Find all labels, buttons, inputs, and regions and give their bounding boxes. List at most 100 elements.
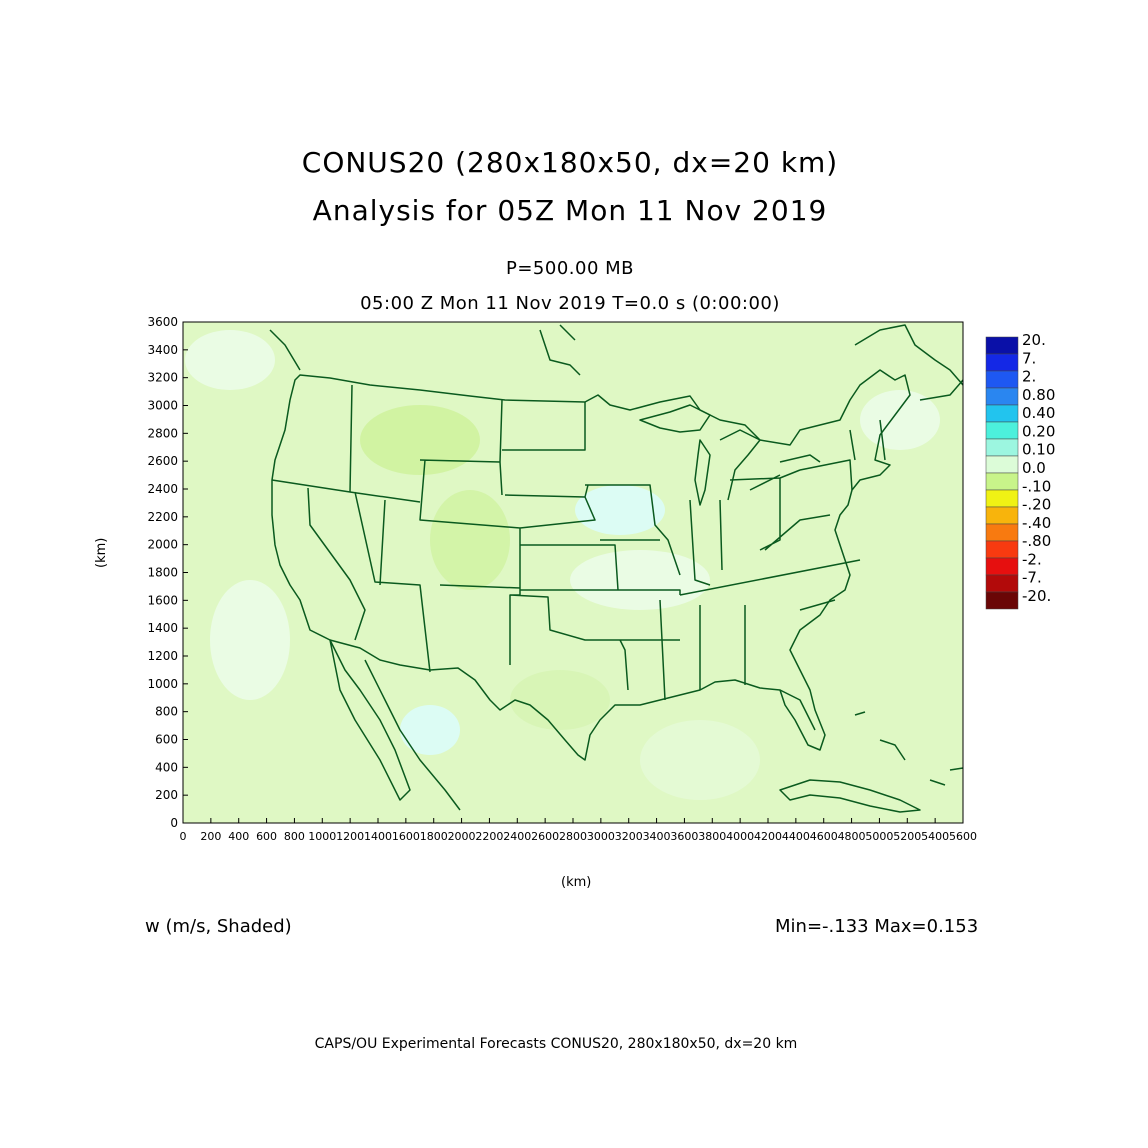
x-tick-label: 2800 <box>559 830 587 843</box>
us-outline <box>271 369 911 761</box>
x-tick-label: 800 <box>284 830 305 843</box>
x-tick-label: 5200 <box>893 830 921 843</box>
field-patch <box>510 670 610 730</box>
x-axis-unit-label: (km) <box>561 875 592 890</box>
legend-color-box <box>985 404 1019 423</box>
field-patch <box>575 485 665 535</box>
geographic-boundaries <box>269 324 964 813</box>
footer-credit: CAPS/OU Experimental Forecasts CONUS20, … <box>314 1036 798 1052</box>
field-patch <box>570 550 710 610</box>
x-tick-label: 1200 <box>336 830 364 843</box>
field-shading <box>185 330 940 800</box>
x-tick-label: 200 <box>200 830 221 843</box>
y-axis-ticks: 0 200 400 600 800 1000 1200 1400 1600 1800 2000 220… <box>147 315 188 830</box>
field-patch <box>210 580 290 700</box>
x-tick-label: 1600 <box>392 830 420 843</box>
legend-color-box <box>985 387 1019 406</box>
x-tick-label: 5400 <box>921 830 949 843</box>
legend-label: -.20 <box>1022 496 1051 514</box>
y-tick-label: 3600 <box>147 315 178 329</box>
x-tick-label: 400 <box>228 830 249 843</box>
legend-color-box <box>985 370 1019 389</box>
x-tick-label: 1400 <box>364 830 392 843</box>
x-tick-label: 4000 <box>726 830 754 843</box>
field-patch <box>360 405 480 475</box>
y-tick-label: 800 <box>155 705 178 719</box>
y-tick-label: 1400 <box>147 621 178 635</box>
y-tick-label: 1000 <box>147 677 178 691</box>
legend-label: 7. <box>1022 349 1036 367</box>
florida <box>779 689 816 731</box>
legend-label: -.10 <box>1022 477 1051 495</box>
legend-color-box <box>985 574 1019 593</box>
legend-color-box <box>985 336 1019 355</box>
color-legend: 20.7.2.0.800.400.200.100.0-.10-.20-.40-.… <box>985 331 1055 610</box>
x-tick-label: 4600 <box>810 830 838 843</box>
x-tick-label: 1800 <box>420 830 448 843</box>
y-tick-label: 2000 <box>147 538 178 552</box>
y-tick-label: 1200 <box>147 649 178 663</box>
field-label: w (m/s, Shaded) <box>145 916 292 937</box>
x-tick-label: 3200 <box>615 830 643 843</box>
x-tick-label: 1000 <box>308 830 336 843</box>
legend-color-box <box>985 472 1019 491</box>
legend-color-box <box>985 523 1019 542</box>
legend-color-box <box>985 591 1019 610</box>
legend-label: -20. <box>1022 587 1051 605</box>
y-tick-label: 3000 <box>147 399 178 413</box>
y-tick-label: 200 <box>155 788 178 802</box>
x-tick-label: 4400 <box>782 830 810 843</box>
coastline-caribbean <box>779 711 964 813</box>
level-label: P=500.00 MB <box>505 258 635 279</box>
legend-label: 20. <box>1022 331 1046 349</box>
legend-label: 2. <box>1022 368 1036 386</box>
y-tick-label: 0 <box>170 816 178 830</box>
x-axis-ticks: 0 200 400 600 800 1000 1200 1400 1600 1800 2000 220… <box>180 818 977 843</box>
legend-color-box <box>985 557 1019 576</box>
title-line-2: Analysis for 05Z Mon 11 Nov 2019 <box>312 194 828 227</box>
coastline-north <box>269 324 964 401</box>
x-tick-label: 5600 <box>949 830 977 843</box>
great-lakes <box>639 404 821 506</box>
y-tick-label: 600 <box>155 733 178 747</box>
legend-label: -.40 <box>1022 514 1051 532</box>
x-tick-label: 2400 <box>503 830 531 843</box>
legend-label: 0.0 <box>1022 459 1046 477</box>
field-patch <box>430 490 510 590</box>
x-tick-label: 3400 <box>643 830 671 843</box>
field-patch <box>640 720 760 800</box>
y-tick-label: 3200 <box>147 371 178 385</box>
x-tick-label: 4800 <box>838 830 866 843</box>
x-tick-label: 3600 <box>670 830 698 843</box>
legend-label: -7. <box>1022 569 1042 587</box>
y-tick-label: 400 <box>155 760 178 774</box>
time-label: 05:00 Z Mon 11 Nov 2019 T=0.0 s (0:00:00… <box>360 293 780 314</box>
x-tick-label: 3000 <box>587 830 615 843</box>
legend-color-box <box>985 421 1019 440</box>
legend-label: -2. <box>1022 550 1042 568</box>
x-tick-label: 2200 <box>475 830 503 843</box>
legend-color-box <box>985 455 1019 474</box>
legend-color-box <box>985 540 1019 559</box>
y-tick-label: 2200 <box>147 510 178 524</box>
legend-color-box <box>985 506 1019 525</box>
y-tick-label: 3400 <box>147 343 178 357</box>
y-axis-unit-label: (km) <box>94 537 109 568</box>
legend-label: 0.80 <box>1022 386 1055 404</box>
y-tick-label: 1800 <box>147 566 178 580</box>
legend-color-box <box>985 489 1019 508</box>
x-tick-label: 3800 <box>698 830 726 843</box>
x-tick-label: 4200 <box>754 830 782 843</box>
x-tick-label: 2000 <box>448 830 476 843</box>
title-line-1: CONUS20 (280x180x50, dx=20 km) <box>301 146 839 179</box>
legend-color-box <box>985 438 1019 457</box>
y-tick-label: 1600 <box>147 593 178 607</box>
legend-color-box <box>985 353 1019 372</box>
coastline-mexico <box>329 639 461 811</box>
x-tick-label: 5000 <box>865 830 893 843</box>
y-tick-label: 2800 <box>147 426 178 440</box>
x-tick-label: 2600 <box>531 830 559 843</box>
field-patch <box>185 330 275 390</box>
y-tick-label: 2600 <box>147 454 178 468</box>
